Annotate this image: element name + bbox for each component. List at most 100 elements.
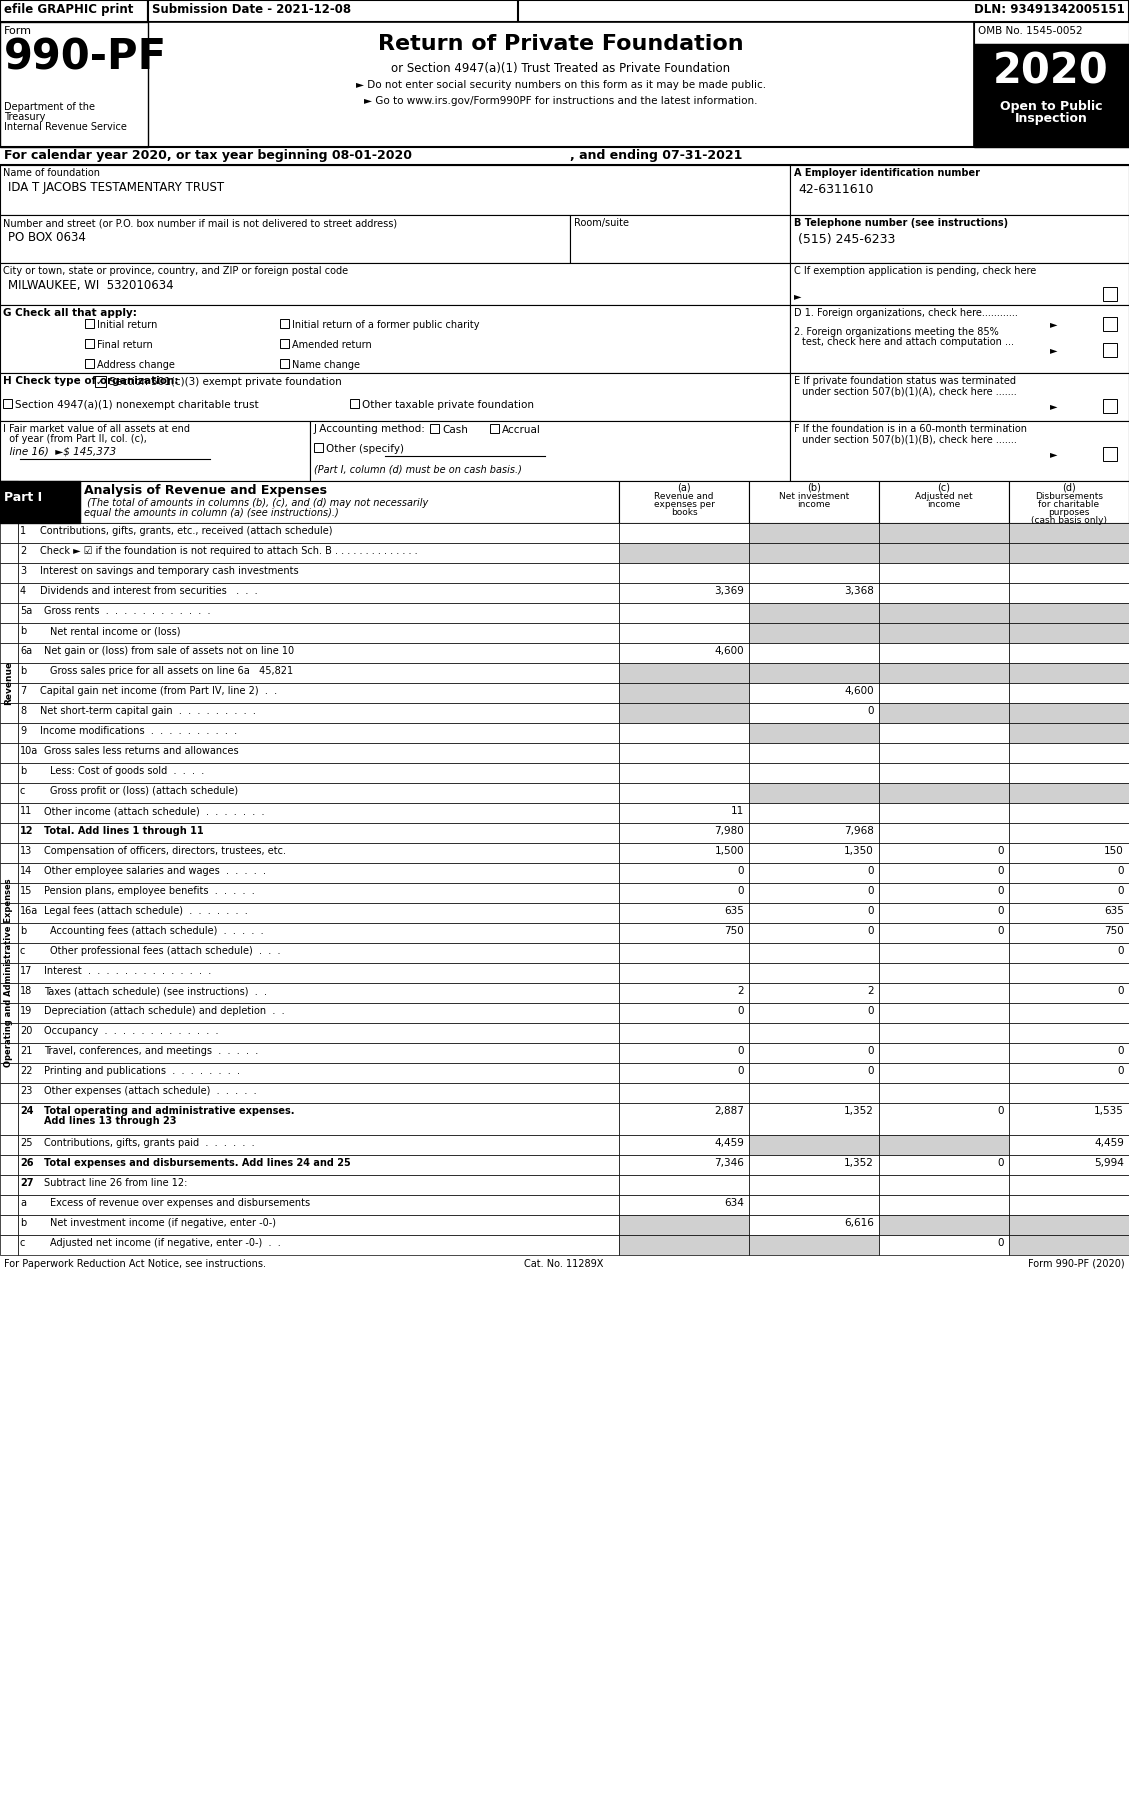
- Bar: [18, 1154, 619, 1176]
- Bar: [0, 563, 18, 583]
- Bar: [879, 1154, 1009, 1176]
- Text: b: b: [20, 766, 26, 777]
- Bar: [619, 482, 749, 523]
- Bar: [0, 863, 18, 883]
- Bar: [0, 984, 18, 1003]
- Text: 2. Foreign organizations meeting the 85%: 2. Foreign organizations meeting the 85%: [794, 327, 999, 336]
- Text: 15: 15: [20, 886, 33, 895]
- Bar: [749, 543, 879, 563]
- Bar: [619, 922, 749, 942]
- Text: 0: 0: [867, 707, 874, 716]
- Bar: [350, 399, 359, 408]
- Bar: [749, 523, 879, 543]
- Text: 0: 0: [867, 926, 874, 937]
- Bar: [0, 0, 1129, 22]
- Bar: [1009, 823, 1129, 843]
- Text: line 16)  ►$ 145,373: line 16) ►$ 145,373: [3, 446, 116, 457]
- Bar: [749, 762, 879, 782]
- Bar: [570, 216, 790, 263]
- Bar: [1009, 583, 1129, 602]
- Bar: [749, 843, 879, 863]
- Text: 4,600: 4,600: [715, 645, 744, 656]
- Text: B Telephone number (see instructions): B Telephone number (see instructions): [794, 218, 1008, 228]
- Text: F If the foundation is in a 60-month termination: F If the foundation is in a 60-month ter…: [794, 424, 1027, 433]
- Text: 7,346: 7,346: [715, 1158, 744, 1169]
- Bar: [1009, 804, 1129, 823]
- Bar: [1009, 762, 1129, 782]
- Bar: [0, 1196, 18, 1215]
- Bar: [1009, 703, 1129, 723]
- Text: MILWAUKEE, WI  532010634: MILWAUKEE, WI 532010634: [8, 279, 174, 291]
- Text: 0: 0: [737, 1066, 744, 1075]
- Bar: [0, 543, 18, 563]
- Bar: [619, 863, 749, 883]
- Text: Legal fees (attach schedule)  .  .  .  .  .  .  .: Legal fees (attach schedule) . . . . . .…: [44, 906, 247, 915]
- Text: 0: 0: [737, 886, 744, 895]
- Bar: [619, 1023, 749, 1043]
- Text: Contributions, gifts, grants, etc., received (attach schedule): Contributions, gifts, grants, etc., rece…: [40, 527, 333, 536]
- Bar: [0, 843, 18, 863]
- Text: b: b: [20, 626, 26, 636]
- Bar: [749, 1154, 879, 1176]
- Text: Department of the: Department of the: [5, 102, 95, 111]
- Text: c: c: [20, 946, 25, 957]
- Text: 4: 4: [20, 586, 26, 595]
- Text: Name change: Name change: [292, 360, 360, 370]
- Bar: [0, 165, 790, 216]
- Text: Net investment income (if negative, enter -0-): Net investment income (if negative, ente…: [50, 1217, 275, 1228]
- Bar: [749, 1102, 879, 1135]
- Text: Form: Form: [5, 25, 32, 36]
- Bar: [0, 743, 18, 762]
- Bar: [1009, 743, 1129, 762]
- Bar: [974, 22, 1129, 147]
- Text: (515) 245-6233: (515) 245-6233: [798, 234, 895, 246]
- Bar: [1009, 1003, 1129, 1023]
- Bar: [879, 1135, 1009, 1154]
- Bar: [0, 622, 18, 644]
- Text: 3,369: 3,369: [715, 586, 744, 595]
- Bar: [619, 1215, 749, 1235]
- Bar: [879, 644, 1009, 663]
- Text: 150: 150: [1104, 847, 1124, 856]
- Text: 0: 0: [737, 1046, 744, 1055]
- Bar: [0, 883, 18, 903]
- Text: (a): (a): [677, 484, 691, 493]
- Text: 1,535: 1,535: [1094, 1106, 1124, 1117]
- Text: 3: 3: [20, 566, 26, 575]
- Bar: [1009, 1154, 1129, 1176]
- Bar: [619, 762, 749, 782]
- Text: 7: 7: [20, 687, 26, 696]
- Text: 21: 21: [20, 1046, 33, 1055]
- Bar: [749, 1176, 879, 1196]
- Bar: [749, 644, 879, 663]
- Text: 634: 634: [724, 1197, 744, 1208]
- Text: ► Go to www.irs.gov/Form990PF for instructions and the latest information.: ► Go to www.irs.gov/Form990PF for instru…: [365, 95, 758, 106]
- Text: 2: 2: [20, 547, 26, 556]
- Bar: [879, 663, 1009, 683]
- Bar: [749, 1235, 879, 1255]
- Text: 3,368: 3,368: [844, 586, 874, 595]
- Text: Address change: Address change: [97, 360, 175, 370]
- Text: Total expenses and disbursements. Add lines 24 and 25: Total expenses and disbursements. Add li…: [44, 1158, 351, 1169]
- Bar: [0, 372, 790, 421]
- Bar: [0, 703, 18, 723]
- Bar: [749, 1063, 879, 1082]
- Bar: [85, 360, 94, 369]
- Text: 24: 24: [20, 1106, 34, 1117]
- Bar: [85, 340, 94, 349]
- Bar: [1009, 922, 1129, 942]
- Text: 8: 8: [20, 707, 26, 716]
- Text: 2: 2: [737, 985, 744, 996]
- Bar: [879, 563, 1009, 583]
- Text: 1: 1: [20, 527, 26, 536]
- Text: income: income: [927, 500, 961, 509]
- Bar: [18, 1063, 619, 1082]
- Text: Occupancy  .  .  .  .  .  .  .  .  .  .  .  .  .: Occupancy . . . . . . . . . . . . .: [44, 1027, 219, 1036]
- Bar: [1009, 482, 1129, 523]
- Bar: [18, 583, 619, 602]
- Bar: [619, 1154, 749, 1176]
- Bar: [619, 663, 749, 683]
- Bar: [619, 523, 749, 543]
- Bar: [619, 622, 749, 644]
- Bar: [1009, 984, 1129, 1003]
